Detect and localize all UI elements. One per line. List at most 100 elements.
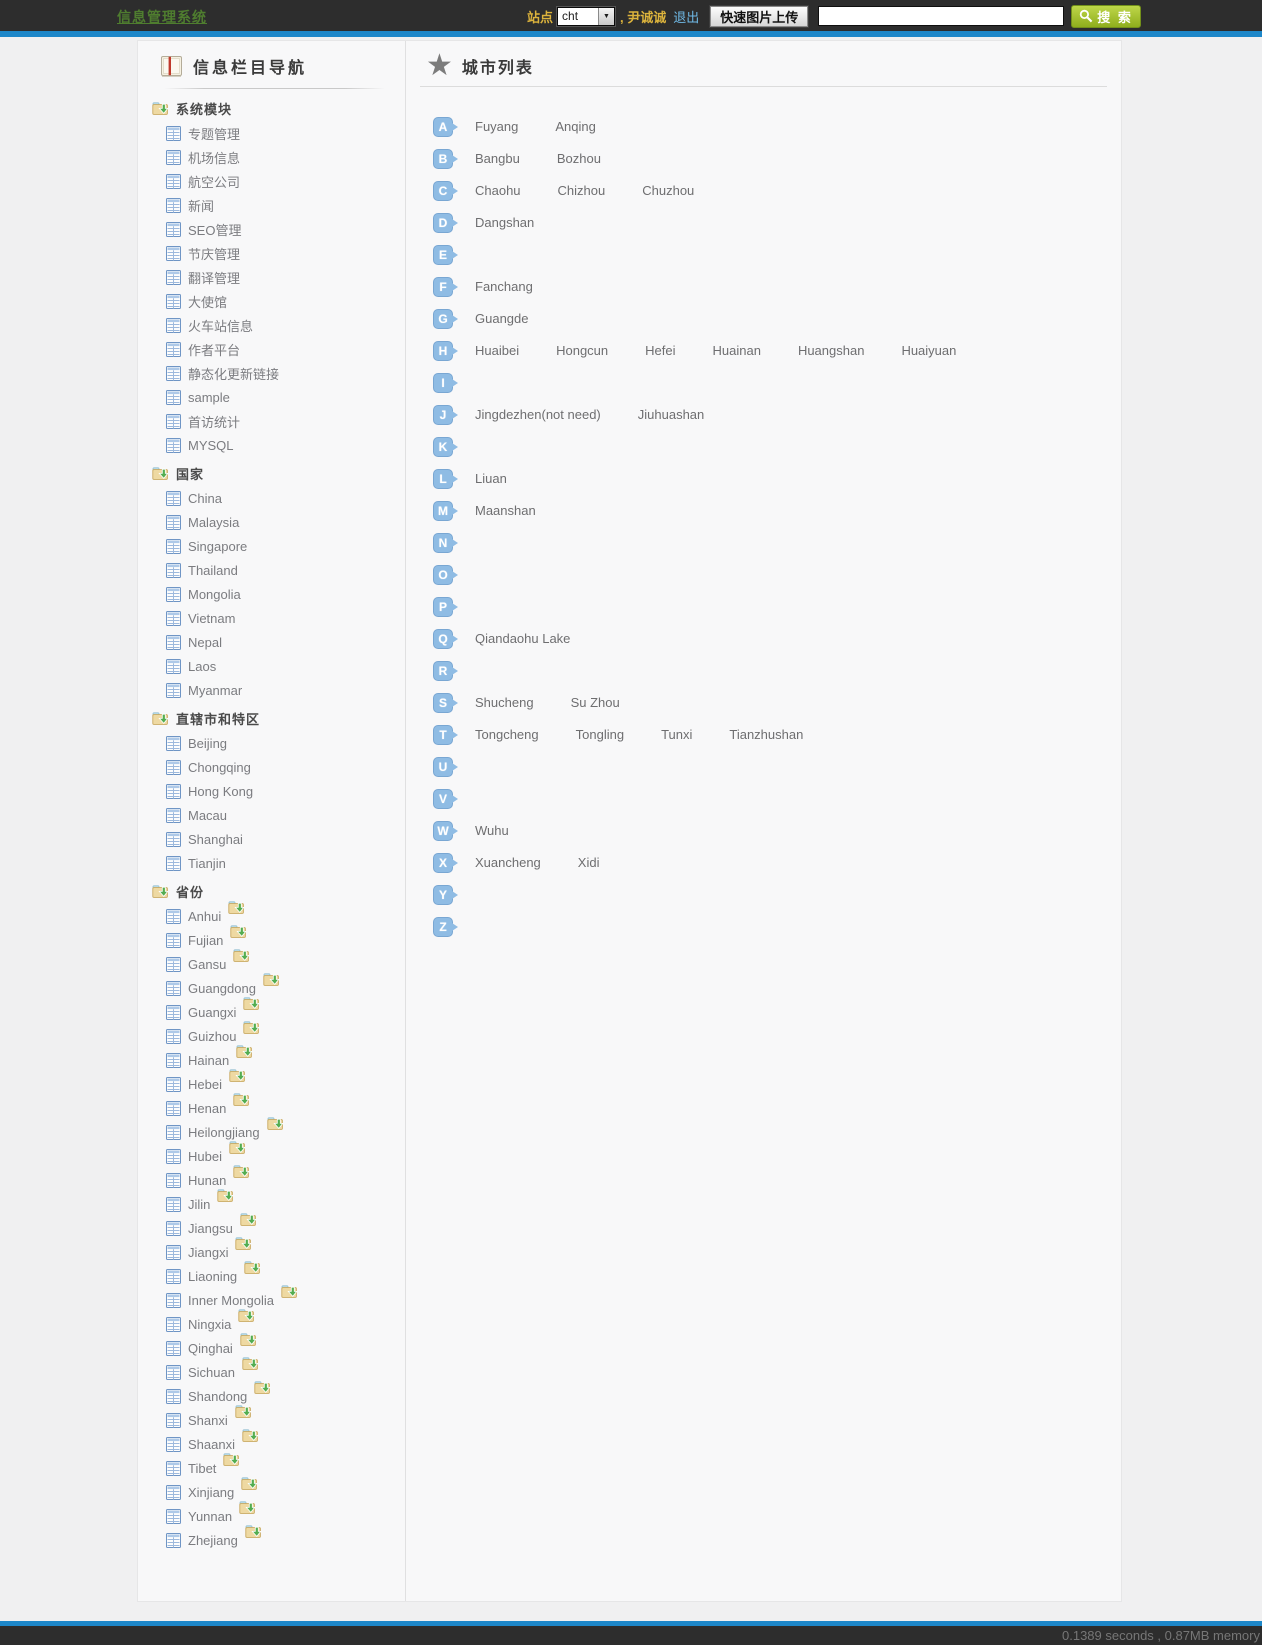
sidebar-item-航空公司[interactable]: 航空公司 — [138, 169, 405, 193]
city-link-shucheng[interactable]: Shucheng — [475, 694, 534, 710]
city-link-huangshan[interactable]: Huangshan — [797, 342, 865, 358]
add-folder-icon[interactable] — [266, 1115, 284, 1136]
search-button[interactable]: 搜 索 — [1071, 4, 1141, 28]
city-link-guangde[interactable]: Guangde — [475, 310, 529, 326]
city-link-chizhou[interactable]: Chizhou — [557, 182, 606, 198]
city-link-hongcun[interactable]: Hongcun — [556, 342, 609, 358]
add-folder-icon[interactable] — [242, 1427, 259, 1448]
city-link-tunxi[interactable]: Tunxi — [661, 726, 693, 742]
sidebar-item-gansu[interactable]: Gansu — [138, 948, 405, 976]
sidebar-item-seo管理[interactable]: SEO管理 — [138, 217, 405, 241]
add-folder-icon[interactable] — [235, 1403, 252, 1424]
sidebar-item-thailand[interactable]: Thailand — [138, 558, 405, 582]
add-folder-icon[interactable] — [243, 1019, 260, 1040]
add-folder-icon[interactable] — [238, 1307, 255, 1328]
city-link-anqing[interactable]: Anqing — [555, 118, 596, 134]
sidebar-item-henan[interactable]: Henan — [138, 1092, 405, 1120]
city-link-qiandaohu-lake[interactable]: Qiandaohu Lake — [475, 630, 571, 646]
sidebar-item-liaoning[interactable]: Liaoning — [138, 1260, 405, 1288]
sidebar-item-guangxi[interactable]: Guangxi — [138, 996, 405, 1024]
add-folder-icon[interactable] — [281, 1283, 298, 1304]
add-folder-icon[interactable] — [254, 1379, 271, 1400]
sidebar-item-hebei[interactable]: Hebei — [138, 1068, 405, 1096]
add-folder-icon[interactable] — [236, 1043, 253, 1064]
sidebar-item-作者平台[interactable]: 作者平台 — [138, 337, 405, 361]
site-select[interactable]: cht ▼ — [557, 6, 616, 26]
sidebar-item-ningxia[interactable]: Ningxia — [138, 1308, 405, 1336]
search-input[interactable] — [818, 6, 1065, 26]
sidebar-item-hubei[interactable]: Hubei — [138, 1140, 405, 1168]
sidebar-item-china[interactable]: China — [138, 486, 405, 510]
city-link-tongcheng[interactable]: Tongcheng — [475, 726, 539, 742]
add-folder-icon[interactable] — [243, 995, 260, 1016]
sidebar-item-hainan[interactable]: Hainan — [138, 1044, 405, 1072]
logout-link[interactable]: 退出 — [673, 9, 700, 25]
sidebar-item-tibet[interactable]: Tibet — [138, 1452, 405, 1480]
sidebar-item-jilin[interactable]: Jilin — [138, 1188, 405, 1216]
city-link-bozhou[interactable]: Bozhou — [556, 150, 601, 166]
city-link-tianzhushan[interactable]: Tianzhushan — [729, 726, 804, 742]
app-title-link[interactable]: 信息管理系统 — [117, 9, 207, 25]
add-folder-icon[interactable] — [233, 947, 250, 968]
sidebar-item-shandong[interactable]: Shandong — [138, 1380, 405, 1408]
sidebar-item-首访统计[interactable]: 首访统计 — [138, 409, 405, 433]
sidebar-item-hunan[interactable]: Hunan — [138, 1164, 405, 1192]
city-link-huainan[interactable]: Huainan — [712, 342, 761, 358]
add-folder-icon[interactable] — [240, 1331, 257, 1352]
city-link-chaohu[interactable]: Chaohu — [475, 182, 521, 198]
sidebar-item-myanmar[interactable]: Myanmar — [138, 678, 405, 702]
sidebar-item-heilongjiang[interactable]: Heilongjiang — [138, 1116, 405, 1144]
sidebar-item-macau[interactable]: Macau — [138, 803, 405, 827]
sidebar-item-xinjiang[interactable]: Xinjiang — [138, 1476, 405, 1504]
city-link-xuancheng[interactable]: Xuancheng — [475, 854, 541, 870]
sidebar-item-yunnan[interactable]: Yunnan — [138, 1500, 405, 1528]
add-folder-icon[interactable] — [244, 1259, 261, 1280]
city-link-maanshan[interactable]: Maanshan — [475, 502, 536, 518]
sidebar-item-mongolia[interactable]: Mongolia — [138, 582, 405, 606]
city-link-bangbu[interactable]: Bangbu — [475, 150, 520, 166]
sidebar-item-chongqing[interactable]: Chongqing — [138, 755, 405, 779]
sidebar-item-inner-mongolia[interactable]: Inner Mongolia — [138, 1284, 405, 1312]
city-link-hefei[interactable]: Hefei — [645, 342, 676, 358]
sidebar-item-hong-kong[interactable]: Hong Kong — [138, 779, 405, 803]
sidebar-item-静态化更新链接[interactable]: 静态化更新链接 — [138, 361, 405, 385]
sidebar-item-mysql[interactable]: MYSQL — [138, 433, 405, 457]
city-link-liuan[interactable]: Liuan — [475, 470, 507, 486]
sidebar-item-翻译管理[interactable]: 翻译管理 — [138, 265, 405, 289]
sidebar-item-机场信息[interactable]: 机场信息 — [138, 145, 405, 169]
quick-image-upload-button[interactable]: 快速图片上传 — [709, 4, 810, 28]
add-folder-icon[interactable] — [263, 971, 280, 992]
sidebar-item-jiangsu[interactable]: Jiangsu — [138, 1212, 405, 1240]
sidebar-item-tianjin[interactable]: Tianjin — [138, 851, 405, 875]
sidebar-item-singapore[interactable]: Singapore — [138, 534, 405, 558]
sidebar-item-大使馆[interactable]: 大使馆 — [138, 289, 405, 313]
sidebar-item-beijing[interactable]: Beijing — [138, 731, 405, 755]
city-link-jiuhuashan[interactable]: Jiuhuashan — [637, 406, 705, 422]
city-link-su-zhou[interactable]: Su Zhou — [570, 694, 620, 710]
add-folder-icon[interactable] — [241, 1475, 258, 1496]
add-folder-icon[interactable] — [217, 1187, 234, 1208]
add-folder-icon[interactable] — [242, 1355, 259, 1376]
sidebar-item-vietnam[interactable]: Vietnam — [138, 606, 405, 630]
city-link-fanchang[interactable]: Fanchang — [475, 278, 533, 294]
city-link-fuyang[interactable]: Fuyang — [475, 118, 519, 134]
city-link-dangshan[interactable]: Dangshan — [475, 214, 535, 230]
sidebar-item-火车站信息[interactable]: 火车站信息 — [138, 313, 405, 337]
sidebar-item-sample[interactable]: sample — [138, 385, 405, 409]
add-folder-icon[interactable] — [223, 1451, 240, 1472]
sidebar-item-guizhou[interactable]: Guizhou — [138, 1020, 405, 1048]
sidebar-item-shanghai[interactable]: Shanghai — [138, 827, 405, 851]
sidebar-item-节庆管理[interactable]: 节庆管理 — [138, 241, 405, 265]
add-folder-icon[interactable] — [230, 923, 247, 944]
sidebar-item-malaysia[interactable]: Malaysia — [138, 510, 405, 534]
sidebar-item-shaanxi[interactable]: Shaanxi — [138, 1428, 405, 1456]
add-folder-icon[interactable] — [228, 899, 245, 920]
sidebar-item-anhui[interactable]: Anhui — [138, 900, 405, 928]
sidebar-section-国家[interactable]: 国家 — [138, 460, 405, 486]
add-folder-icon[interactable] — [240, 1211, 257, 1232]
sidebar-item-guangdong[interactable]: Guangdong — [138, 972, 405, 1000]
sidebar-item-sichuan[interactable]: Sichuan — [138, 1356, 405, 1384]
add-folder-icon[interactable] — [233, 1163, 250, 1184]
sidebar-item-新闻[interactable]: 新闻 — [138, 193, 405, 217]
sidebar-item-zhejiang[interactable]: Zhejiang — [138, 1524, 405, 1552]
